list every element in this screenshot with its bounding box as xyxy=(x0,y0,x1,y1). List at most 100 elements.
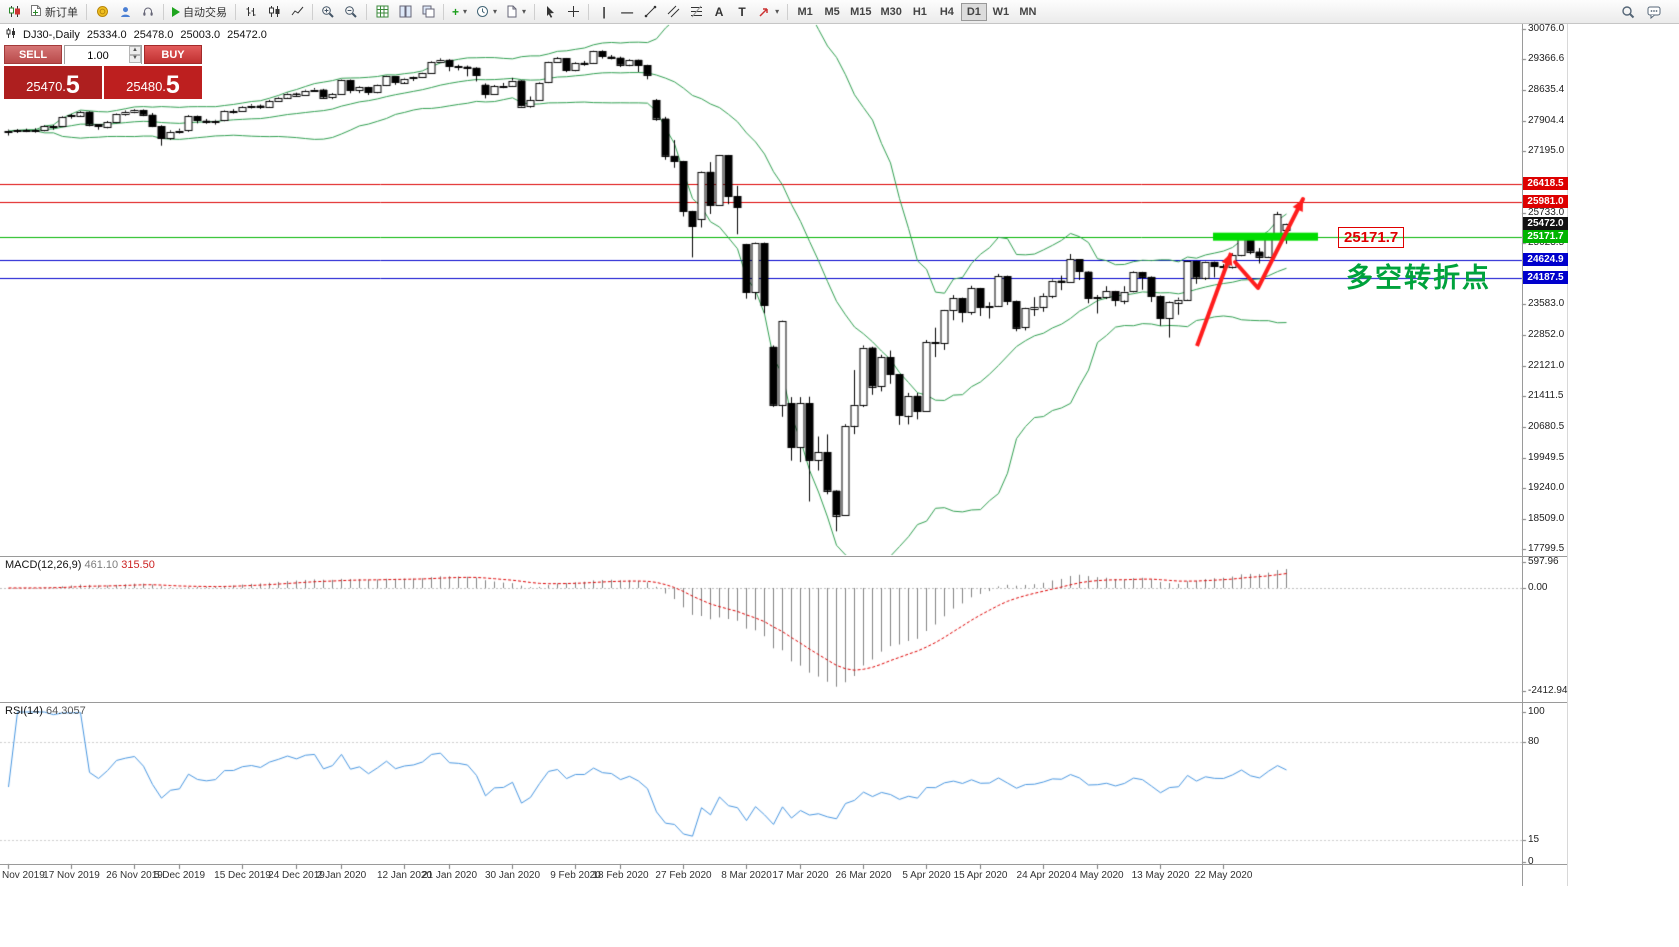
cascade-windows-button[interactable] xyxy=(417,2,439,22)
rsi-value: 64.3057 xyxy=(45,705,86,717)
timeframe-m5-button[interactable]: M5 xyxy=(819,3,845,21)
trendline-icon xyxy=(644,5,656,18)
rsi-pane-separator[interactable] xyxy=(0,702,1567,703)
sell-price-pip: 5 xyxy=(65,71,80,99)
timeframe-w1-button[interactable]: W1 xyxy=(988,3,1014,21)
axis-tick-label: 100 xyxy=(1528,706,1545,717)
rsi-label: RSI(14) 64.3057 xyxy=(5,705,86,717)
autotrading-button[interactable]: 自动交易 xyxy=(168,2,231,22)
timeframe-d1-button[interactable]: D1 xyxy=(960,2,987,21)
text-label-button[interactable]: T xyxy=(731,2,753,22)
time-axis-label: 5 Apr 2020 xyxy=(902,870,951,881)
timeframe-m1-button[interactable]: M1 xyxy=(792,3,818,21)
macd-signal-value: 315.50 xyxy=(121,559,155,571)
price-level-badge: 25171.7 xyxy=(1523,229,1568,243)
buy-price-pip: 5 xyxy=(165,71,180,99)
new-chart-button[interactable]: + ▾ xyxy=(448,2,471,22)
time-axis-label: 17 Nov 2019 xyxy=(43,870,100,881)
timeframe-h4-button[interactable]: H4 xyxy=(934,3,960,21)
volume-spinner: ▲ ▼ xyxy=(129,46,141,63)
horizontal-line-button[interactable]: — xyxy=(616,2,638,22)
toolbar-separator xyxy=(312,3,313,20)
time-axis-label: 24 Dec 2019 xyxy=(268,870,325,881)
timeframe-mn-button[interactable]: MN xyxy=(1015,3,1041,21)
text-button[interactable]: A xyxy=(708,2,730,22)
volume-input[interactable] xyxy=(65,47,141,65)
candlestick-chart-button[interactable] xyxy=(263,2,285,22)
axis-tick-label: 22121.0 xyxy=(1528,359,1565,371)
vertical-line-button[interactable]: | xyxy=(593,2,615,22)
axis-tick-label: 25733.0 xyxy=(1528,206,1565,218)
toolbar-separator xyxy=(787,3,789,20)
symbol-icon xyxy=(6,28,16,41)
deposit-icon[interactable] xyxy=(91,2,113,22)
period-clock-icon xyxy=(477,6,489,17)
channel-button[interactable] xyxy=(662,2,684,22)
crosshair-button[interactable] xyxy=(562,2,584,22)
timeframe-h1-button[interactable]: H1 xyxy=(907,3,933,21)
chart-window-edge xyxy=(1567,24,1568,886)
new-order-button[interactable]: 新订单 xyxy=(26,2,82,22)
volume-field: ▲ ▼ xyxy=(64,45,142,65)
templates-button[interactable]: ▾ xyxy=(502,2,530,22)
chart-window-icon[interactable] xyxy=(3,2,25,22)
toolbar-right-group xyxy=(1617,2,1666,22)
shapes-button[interactable]: ▾ xyxy=(754,2,783,22)
autotrading-label: 自动交易 xyxy=(183,6,227,19)
time-axis-label: 8 Mar 2020 xyxy=(721,870,772,881)
axis-tick-label: 15 xyxy=(1528,833,1540,845)
buy-price-main: 25480. xyxy=(126,79,166,94)
trendline-button[interactable] xyxy=(639,2,661,22)
volume-increase-button[interactable]: ▲ xyxy=(129,46,141,55)
chevron-down-icon: ▾ xyxy=(463,7,468,16)
templates-icon xyxy=(507,5,517,18)
axis-tick-label: 30076.0 xyxy=(1528,23,1565,34)
zoom-in-button[interactable] xyxy=(317,2,339,22)
time-axis-label: 27 Feb 2020 xyxy=(655,870,712,881)
cascade-windows-icon xyxy=(422,5,434,18)
search-icon xyxy=(1622,5,1635,18)
line-chart-button[interactable] xyxy=(286,2,308,22)
period-button[interactable]: ▾ xyxy=(472,2,501,22)
timeframe-m30-button[interactable]: M30 xyxy=(876,3,905,21)
timeframe-m15-button[interactable]: M15 xyxy=(846,3,875,21)
sell-button[interactable]: SELL xyxy=(4,45,62,64)
time-axis-label: 13 May 2020 xyxy=(1131,870,1190,881)
time-axis[interactable]: Nov 2019 17 Nov 2019 26 Nov 2019 5 Dec 2019… xyxy=(0,864,1522,886)
volume-decrease-button[interactable]: ▼ xyxy=(129,54,141,63)
fibonacci-button[interactable] xyxy=(685,2,707,22)
axis-tick-label: 0 xyxy=(1528,856,1534,867)
sell-price[interactable]: 25470. 5 xyxy=(4,66,102,99)
support-icon[interactable] xyxy=(137,2,159,22)
profile-icon[interactable] xyxy=(114,2,136,22)
toolbar-separator xyxy=(235,3,236,20)
fibonacci-icon xyxy=(690,5,702,18)
indicators-button[interactable] xyxy=(371,2,393,22)
chart-header: DJ30-,Daily 25334.0 25478.0 25003.0 2547… xyxy=(6,28,267,41)
rsi-name: RSI(14) xyxy=(5,705,43,717)
chat-button[interactable] xyxy=(1643,2,1666,22)
search-button[interactable] xyxy=(1617,2,1639,22)
axis-tick-label: 19240.0 xyxy=(1528,481,1565,493)
tile-windows-button[interactable] xyxy=(394,2,416,22)
buy-price[interactable]: 25480. 5 xyxy=(104,66,202,99)
axis-tick-label: -2412.94 xyxy=(1528,685,1568,697)
buy-button[interactable]: BUY xyxy=(144,45,202,64)
macd-label: MACD(12,26,9) 461.10 315.50 xyxy=(5,559,155,571)
toolbar-separator xyxy=(443,3,444,20)
toolbar-separator xyxy=(366,3,367,20)
cursor-button[interactable] xyxy=(539,2,561,22)
macd-pane-separator[interactable] xyxy=(0,556,1567,557)
toolbar-separator xyxy=(588,3,590,20)
axis-tick-label: 29366.6 xyxy=(1528,53,1565,65)
time-axis-label: 2 Jan 2020 xyxy=(316,870,367,881)
axis-tick-label: 27195.0 xyxy=(1528,144,1565,156)
price-axis[interactable]: 30076.0 29366.6 28635.4 27904.4 27195.0 25733… xyxy=(1522,0,1579,947)
toolbar-separator xyxy=(534,3,536,20)
axis-tick-label: 0.00 xyxy=(1528,582,1548,593)
zoom-out-button[interactable] xyxy=(340,2,362,22)
bar-chart-button[interactable] xyxy=(240,2,262,22)
zoom-out-icon xyxy=(345,5,357,18)
